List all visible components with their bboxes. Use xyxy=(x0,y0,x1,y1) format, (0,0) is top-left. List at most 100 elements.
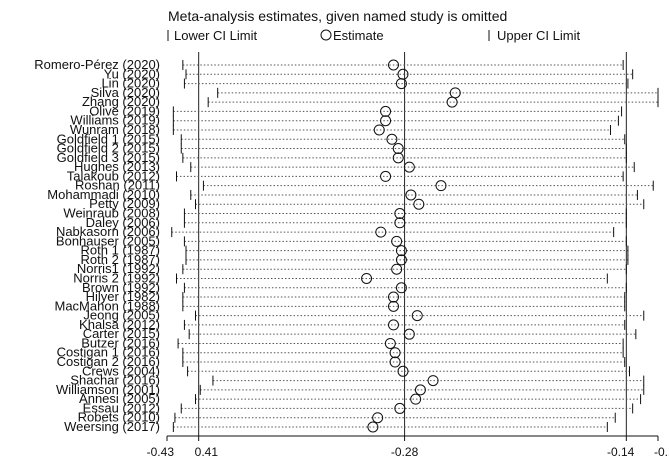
study-label: Carter (2015) xyxy=(83,326,160,341)
estimate-point xyxy=(373,124,385,136)
study-row: MacMahon (1988) xyxy=(55,298,626,313)
study-label: Hughes (2013) xyxy=(74,159,160,174)
study-label: Nabkasorn (2006) xyxy=(56,224,160,239)
chart-title: Meta-analysis estimates, given named stu… xyxy=(168,8,507,24)
estimate-point xyxy=(427,375,439,387)
study-label: Goldfield 1 (2015) xyxy=(57,131,160,146)
x-tick-label: -0.28 xyxy=(391,445,419,459)
study-row: Robets (2010) xyxy=(78,410,616,425)
study-label: Roth 1 (1987) xyxy=(81,243,161,258)
study-row: Carter (2015) xyxy=(83,326,637,341)
study-label: Zhang (2020) xyxy=(82,94,160,109)
study-row: Williamson (2001) xyxy=(56,382,645,397)
study-label: Bonhauser (2005) xyxy=(56,233,160,248)
estimate-point xyxy=(397,68,409,80)
study-label: Butzer (2016) xyxy=(81,335,160,350)
x-tick-label: -0.43 xyxy=(147,445,175,459)
estimate-point xyxy=(395,245,407,257)
study-row: Goldfield 3 (2015) xyxy=(57,150,627,165)
study-row: Zhang (2020) xyxy=(82,94,659,109)
study-row: Butzer (2016) xyxy=(81,335,624,350)
estimate-point xyxy=(411,310,423,322)
study-row: Roth 1 (1987) xyxy=(81,243,629,258)
study-label: Mohammadi (2010) xyxy=(47,187,160,202)
estimate-point xyxy=(375,226,387,238)
study-label: Essau (2012) xyxy=(83,400,160,415)
study-label: Crews (2004) xyxy=(82,363,160,378)
estimate-point xyxy=(380,105,392,117)
study-row: Shachar (2016) xyxy=(70,373,645,388)
legend-estimate-marker xyxy=(320,29,332,41)
study-row: Silva (2020) xyxy=(91,85,659,100)
study-row: Hilyer (1982) xyxy=(86,289,626,304)
study-label: Petty (2009) xyxy=(89,196,160,211)
x-axis: -0.43 0.41 -0.28 -0.14 -0.12 xyxy=(147,435,669,459)
estimate-point xyxy=(394,217,406,229)
x-tick-label: -0.14 xyxy=(607,445,635,459)
estimate-point xyxy=(387,300,399,312)
estimate-point xyxy=(405,189,417,201)
estimate-point xyxy=(403,161,415,173)
estimate-point xyxy=(391,263,403,275)
study-label: Robets (2010) xyxy=(78,410,160,425)
estimate-point xyxy=(410,393,422,405)
study-label: Yu (2020) xyxy=(104,66,160,81)
legend-lower-label: Lower CI Limit xyxy=(174,28,257,43)
estimate-point xyxy=(361,272,373,284)
legend-upper-label: Upper CI Limit xyxy=(497,28,580,43)
study-row: Brown (1992) xyxy=(82,280,627,295)
study-row: Essau (2012) xyxy=(83,400,634,415)
study-row: Goldfield 2 (2015) xyxy=(57,141,627,156)
study-row: Crews (2004) xyxy=(82,363,630,378)
estimate-point xyxy=(414,384,426,396)
estimate-point xyxy=(446,96,458,108)
study-row: Costigan 2 (2016) xyxy=(57,354,626,369)
study-label: Silva (2020) xyxy=(91,85,160,100)
study-label: Weersing (2017) xyxy=(64,419,160,434)
study-label: Annesi (2005) xyxy=(79,391,160,406)
study-row: Goldfield 1 (2015) xyxy=(57,131,626,146)
estimate-point xyxy=(395,254,407,266)
study-label: Goldfield 3 (2015) xyxy=(57,150,160,165)
estimate-point xyxy=(392,143,404,155)
study-row: Jeong (2005) xyxy=(83,308,645,323)
estimate-point xyxy=(391,235,403,247)
study-row: Daley (2006) xyxy=(86,215,627,230)
estimate-point xyxy=(394,402,406,414)
study-label: Roth 2 (1987) xyxy=(81,252,161,267)
reference-lines xyxy=(198,52,627,436)
estimate-point xyxy=(386,133,398,145)
study-row: Talakoub (2012) xyxy=(67,168,624,183)
study-row: Norris 2 (1992) xyxy=(73,270,608,285)
estimate-point xyxy=(389,347,401,359)
estimate-point xyxy=(372,412,384,424)
estimate-point xyxy=(435,180,447,192)
study-row: Weinraub (2008) xyxy=(63,206,627,221)
study-row: Costigan 1 (2016) xyxy=(57,345,624,360)
study-label: Talakoub (2012) xyxy=(67,168,160,183)
legend-estimate-label: Estimate xyxy=(333,28,384,43)
estimate-point xyxy=(392,152,404,164)
study-row: Yu (2020) xyxy=(104,66,634,81)
study-row: Norris1 (1992) xyxy=(77,261,627,276)
study-label: Costigan 1 (2016) xyxy=(57,345,160,360)
study-label: Norris 2 (1992) xyxy=(73,270,160,285)
estimate-point xyxy=(403,328,415,340)
study-row: Petty (2009) xyxy=(89,196,645,211)
estimate-point xyxy=(380,115,392,127)
study-label: Williamson (2001) xyxy=(56,382,160,397)
study-row: Hughes (2013) xyxy=(74,159,635,174)
x-tick-label: 0.41 xyxy=(195,445,219,459)
study-row: Annesi (2005) xyxy=(79,391,642,406)
x-tick-label: -0.12 xyxy=(654,445,669,459)
study-row: Williams (2019) xyxy=(70,113,619,128)
study-row: Nabkasorn (2006) xyxy=(56,224,615,239)
study-rows: Romero-Pérez (2020)Yu (2020)Lin (2020)Si… xyxy=(34,57,659,434)
study-row: Roth 2 (1987) xyxy=(81,252,629,267)
study-label: Norris1 (1992) xyxy=(77,261,160,276)
study-row: Khalsa (2012) xyxy=(79,317,626,332)
study-label: Hilyer (1982) xyxy=(86,289,160,304)
estimate-point xyxy=(387,59,399,71)
estimate-point xyxy=(387,291,399,303)
